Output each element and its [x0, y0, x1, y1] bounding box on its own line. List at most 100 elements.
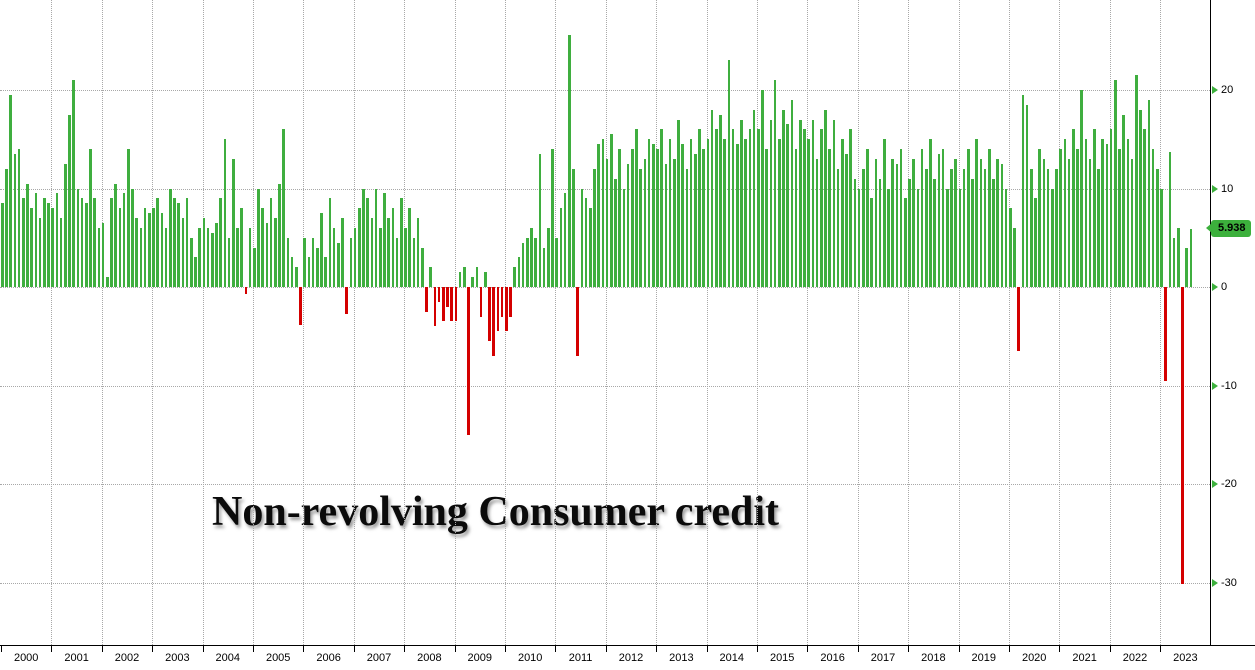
- bar: [240, 208, 243, 287]
- x-axis-tick: [152, 645, 154, 652]
- bar: [576, 287, 579, 356]
- bar: [303, 237, 306, 287]
- bar: [127, 149, 130, 287]
- bar: [1055, 168, 1058, 287]
- bar: [605, 158, 609, 287]
- bar: [807, 139, 810, 287]
- chart-title: Non-revolving Consumer credit: [212, 489, 779, 535]
- bar: [261, 208, 264, 287]
- bar: [223, 139, 227, 287]
- bar: [866, 149, 869, 287]
- bar: [13, 154, 17, 287]
- bar: [731, 129, 735, 287]
- x-axis-tick: [202, 645, 204, 652]
- v-gridline: [1109, 0, 1111, 645]
- bar: [173, 198, 176, 287]
- bar: [206, 227, 210, 287]
- bar: [1034, 198, 1037, 287]
- bar: [1177, 227, 1180, 287]
- bar: [521, 242, 525, 287]
- bar: [555, 237, 558, 287]
- bar: [1181, 287, 1184, 585]
- bar: [1038, 149, 1041, 287]
- bar: [227, 237, 231, 287]
- bar: [1168, 152, 1172, 287]
- bar: [656, 149, 659, 287]
- bar: [883, 139, 886, 287]
- bar: [958, 188, 962, 287]
- bar: [51, 208, 54, 287]
- bar: [828, 149, 831, 287]
- x-axis-line: [0, 645, 1255, 646]
- x-axis-year-label: 2022: [1122, 652, 1148, 664]
- bar: [744, 139, 747, 287]
- v-gridline: [152, 0, 154, 645]
- bar: [778, 139, 781, 287]
- bar: [395, 237, 399, 287]
- x-axis-tick: [454, 645, 456, 652]
- bar: [505, 287, 508, 332]
- bar: [30, 208, 33, 287]
- bar: [950, 168, 953, 287]
- bar: [236, 227, 239, 287]
- x-axis-tick: [908, 645, 910, 652]
- tick-arrow-icon: [1212, 283, 1218, 291]
- bar: [194, 257, 197, 287]
- bar: [135, 218, 138, 287]
- v-gridline: [857, 0, 859, 645]
- x-axis-year-label: 2021: [1072, 652, 1097, 664]
- bar: [626, 163, 630, 287]
- bar: [853, 178, 857, 287]
- bar: [366, 198, 369, 287]
- bar: [143, 208, 147, 287]
- bar: [610, 134, 613, 287]
- bar: [425, 287, 428, 312]
- bar: [647, 139, 651, 287]
- bar: [353, 227, 357, 287]
- bar: [1076, 149, 1079, 287]
- bar: [450, 287, 453, 322]
- bar: [794, 149, 798, 287]
- bar: [148, 213, 151, 287]
- bar: [988, 149, 991, 287]
- bar: [442, 287, 445, 322]
- bar: [929, 139, 932, 287]
- bar: [727, 60, 731, 287]
- bar: [379, 227, 382, 287]
- bar: [320, 213, 323, 287]
- bar: [215, 222, 218, 287]
- bar: [38, 218, 42, 287]
- bar: [89, 149, 92, 287]
- bar: [68, 114, 71, 287]
- h-gridline: [0, 582, 1210, 584]
- v-gridline: [51, 0, 53, 645]
- bar: [479, 287, 483, 317]
- bar: [101, 222, 105, 287]
- bar: [211, 232, 214, 287]
- bar: [106, 277, 109, 287]
- x-axis-tick: [101, 645, 103, 652]
- bar: [1114, 80, 1117, 287]
- bar: [286, 237, 290, 287]
- x-axis-tick: [1009, 645, 1010, 652]
- bar: [311, 237, 315, 287]
- bar: [1164, 287, 1167, 381]
- bar: [232, 158, 235, 287]
- bar: [265, 222, 269, 287]
- bar: [706, 139, 710, 287]
- bar: [568, 34, 571, 287]
- bar: [685, 168, 689, 287]
- bar: [1093, 129, 1096, 287]
- bar: [811, 119, 815, 287]
- bar: [832, 119, 836, 287]
- bar: [416, 218, 420, 287]
- bar: [1147, 99, 1151, 287]
- bar: [643, 158, 647, 287]
- x-axis-year-label: 2017: [870, 652, 896, 664]
- x-axis-tick: [1059, 645, 1061, 652]
- bar: [177, 203, 180, 287]
- bar: [975, 139, 978, 287]
- tick-arrow-icon: [1212, 480, 1218, 488]
- bar: [269, 198, 273, 287]
- x-axis-year-label: 2023: [1173, 652, 1198, 664]
